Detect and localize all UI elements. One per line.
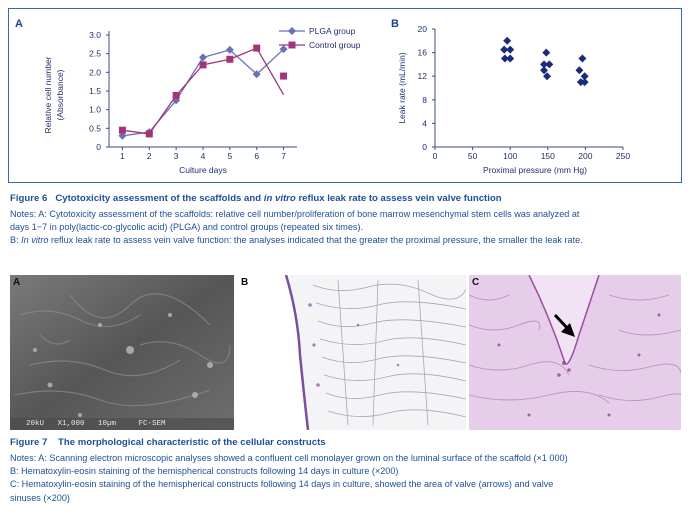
chart-b-y-tick-label: 0	[422, 142, 427, 152]
chart-b-point	[580, 72, 589, 81]
photo-c-label: C	[472, 277, 480, 288]
figure7-note-c1: C: Hematoxylin-eosin staining of the hem…	[10, 479, 554, 490]
he-texture-c	[469, 275, 681, 430]
figure7-title: Figure 7 The morphological characteristi…	[10, 437, 326, 448]
chart-a-point-1	[253, 44, 261, 52]
chart-a-x-tick-label: 5	[227, 151, 232, 161]
figure6-notes-line2: days 1−7 in poly(lactic-co-glycolic acid…	[10, 222, 364, 233]
chart-a-legend-marker-0	[288, 27, 296, 35]
chart-b-y-tick-label: 16	[418, 48, 428, 58]
chart-b-point	[580, 78, 589, 87]
chart-b-x-tick-label: 150	[541, 151, 555, 161]
chart-a-y-tick-label: 2.0	[89, 67, 101, 77]
chart-a-point-1	[118, 126, 126, 134]
chart-a-x-tick-label: 7	[281, 151, 286, 161]
chart-a-y-tick-label: 1.5	[89, 86, 101, 96]
chart-b-point	[578, 54, 587, 63]
chart-a-x-tick-label: 3	[174, 151, 179, 161]
sem-photo: 20kU X1,000 10µm FC-SEM A	[10, 275, 234, 430]
figure7-notes: Notes: A: Scanning electron microscopic …	[10, 452, 568, 505]
chart-b-panel-label: B	[391, 18, 399, 30]
figure6-notes-line1: Notes: A: Cytotoxicity assessment of the…	[10, 209, 580, 219]
chart-a-y-tick-label: 2.5	[89, 49, 101, 59]
chart-a-point-0	[252, 70, 261, 79]
he-texture-b	[238, 275, 466, 430]
chart-b-y-tick-label: 12	[418, 71, 428, 81]
chart-a-x-tick-label: 1	[120, 151, 125, 161]
chart-a-x-tick-label: 6	[254, 151, 259, 161]
chart-a-point-1	[172, 91, 180, 99]
figure6-notes: Notes: A: Cytotoxicity assessment of the…	[10, 208, 583, 248]
chart-b-x-tick-label: 250	[616, 151, 630, 161]
sem-scale-bar-text: 20kU X1,000 10µm FC-SEM	[26, 420, 166, 428]
figure7-note-c2: sinuses (×200)	[10, 492, 70, 503]
chart-a-legend-marker-1	[288, 41, 296, 49]
photo-a-label: A	[13, 277, 21, 288]
chart-b-x-tick-label: 0	[433, 151, 438, 161]
figure7-caption: Figure 7 The morphological characteristi…	[10, 436, 326, 449]
chart-a-point-0	[118, 131, 127, 140]
chart-b-point	[506, 54, 515, 63]
chart-b-point	[540, 60, 549, 69]
valve-arrow-icon	[553, 313, 575, 337]
photo-b-label: B	[241, 277, 249, 288]
figure7-note-b: B: Hematoxylin-eosin staining of the hem…	[10, 466, 399, 477]
chart-b-y-tick-label: 8	[422, 95, 427, 105]
chart-b-y-tick-label: 4	[422, 118, 427, 128]
chart-a-x-axis-label: Culture days	[179, 165, 227, 175]
chart-b-point	[543, 72, 552, 81]
he-stain-photo-c: C	[469, 275, 681, 430]
figure6-caption: Figure 6 Cytotoxicity assessment of the …	[10, 192, 502, 205]
chart-b-point	[540, 66, 549, 75]
chart-a-y-tick-label: 1.0	[89, 105, 101, 115]
chart-a-point-0	[199, 53, 207, 62]
chart-a-point-0	[279, 45, 288, 54]
chart-b-point	[542, 48, 551, 57]
chart-b-point	[500, 54, 509, 63]
chart-a-y-axis-label-line2: (Absorbance)	[55, 69, 65, 120]
chart-b-point	[506, 45, 515, 54]
chart-a-y-tick-label: 0	[96, 142, 101, 152]
chart-a-point-1	[199, 61, 207, 69]
chart-a-x-tick-label: 4	[201, 151, 206, 161]
chart-a-legend-label-1: Control group	[309, 40, 361, 50]
chart-a-panel-label: A	[15, 18, 23, 30]
chart-a-point-1	[145, 130, 153, 138]
chart-b-x-tick-label: 100	[503, 151, 517, 161]
chart-b-point	[500, 45, 509, 54]
figure7-note-a: Notes: A: Scanning electron microscopic …	[10, 453, 568, 463]
chart-a: A 0 0.5 1.0 1.5 2.0 2.5 3.0 1 2 3 4 5 6 7 Culture days R…	[15, 18, 361, 175]
chart-b-point	[545, 60, 554, 69]
figure6-notes-b: B: In vitro reflux leak rate to assess v…	[10, 235, 583, 246]
chart-a-point-0	[225, 45, 234, 54]
chart-b-y-axis-label: Leak rate (mL/min)	[397, 52, 407, 123]
chart-b-y-tick-label: 20	[418, 24, 428, 34]
he-stain-photo-b: B	[238, 275, 466, 430]
chart-a-y-axis-label-line1: Relative cell number	[43, 56, 53, 133]
chart-a-legend-label-0: PLGA group	[309, 26, 356, 36]
sem-texture	[10, 275, 234, 430]
chart-b-x-axis-label: Proximal pressure (mm Hg)	[483, 165, 587, 175]
chart-b-point	[575, 66, 584, 75]
chart-a-y-tick-label: 3.0	[89, 30, 101, 40]
chart-a-point-1	[226, 55, 234, 63]
chart-a-point-1	[280, 72, 288, 80]
chart-b-x-tick-label: 50	[468, 151, 478, 161]
chart-b-x-tick-label: 200	[578, 151, 592, 161]
chart-b-point	[503, 36, 512, 45]
figure6-chart-panel: A 0 0.5 1.0 1.5 2.0 2.5 3.0 1 2 3 4 5 6 7 Culture days R…	[8, 8, 682, 183]
figure6-title: Figure 6 Cytotoxicity assessment of the …	[10, 193, 502, 204]
chart-a-x-tick-label: 2	[147, 151, 152, 161]
chart-a-y-tick-label: 0.5	[89, 123, 101, 133]
